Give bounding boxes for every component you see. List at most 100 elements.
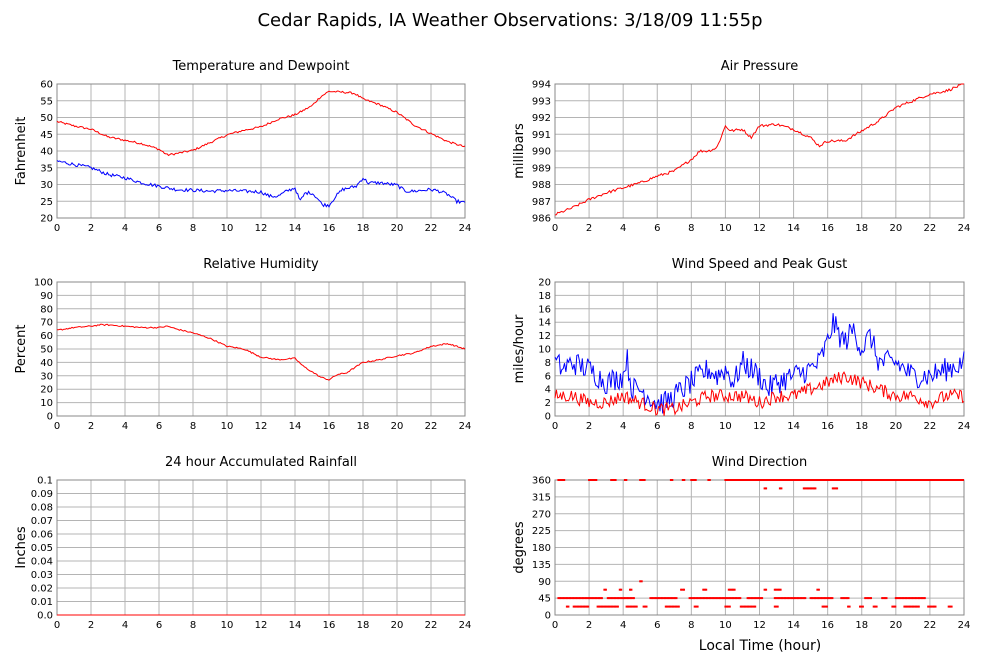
y-tick-label: 0 [47, 412, 53, 423]
direction-point [950, 479, 953, 481]
series-line-blue [56, 160, 466, 208]
plot-frame [554, 281, 965, 417]
direction-point [740, 479, 743, 481]
x-tick-label: 22 [924, 620, 937, 631]
direction-point [600, 605, 603, 608]
direction-point [650, 597, 653, 600]
direction-point [815, 479, 818, 481]
direction-point [695, 597, 698, 600]
direction-point [748, 597, 750, 600]
x-tick-label: 0 [552, 223, 558, 234]
direction-point [859, 479, 862, 481]
direction-point [726, 597, 729, 600]
y-tick-label: 30 [40, 371, 53, 382]
series-line-red [56, 90, 466, 157]
direction-point [563, 597, 566, 600]
x-tick-label: 2 [88, 620, 94, 631]
direction-point [656, 597, 659, 600]
direction-point [792, 597, 795, 600]
direction-point [592, 479, 595, 481]
direction-point [668, 597, 671, 600]
direction-point [595, 479, 598, 481]
y-tick-label: 0.1 [37, 476, 53, 487]
direction-point [923, 597, 926, 600]
x-tick-label: 22 [425, 223, 438, 234]
direction-point [739, 597, 742, 600]
direction-point [736, 597, 739, 600]
direction-point [694, 597, 697, 600]
direction-point [850, 479, 853, 481]
direction-point [874, 605, 877, 608]
direction-point [913, 605, 916, 608]
direction-point [653, 597, 656, 600]
direction-point [776, 479, 779, 481]
x-tick-label: 6 [156, 421, 162, 432]
direction-point [831, 597, 834, 600]
direction-point [911, 479, 914, 481]
chart-title: 24 hour Accumulated Rainfall [165, 455, 357, 470]
direction-point [886, 479, 889, 481]
x-tick-label: 6 [156, 223, 162, 234]
direction-point [614, 605, 616, 608]
direction-point [801, 597, 804, 600]
direction-point [812, 597, 815, 600]
direction-point [918, 597, 920, 600]
y-tick-label: 988 [532, 180, 551, 191]
y-tick-label: 10 [538, 345, 551, 356]
direction-point [892, 479, 895, 481]
direction-point [804, 597, 807, 600]
direction-point [725, 479, 728, 481]
direction-point [868, 597, 871, 600]
x-tick-label: 12 [753, 620, 766, 631]
direction-point [756, 479, 759, 481]
direction-point [861, 605, 864, 608]
direction-point [669, 597, 672, 600]
direction-point [639, 479, 642, 481]
y-axis-label: miles/hour [512, 314, 527, 383]
direction-point [567, 597, 570, 600]
direction-point [791, 597, 794, 600]
direction-point [582, 605, 585, 608]
direction-point [615, 605, 618, 608]
direction-point [757, 479, 760, 481]
direction-point [915, 479, 918, 481]
y-tick-label: 45 [40, 130, 53, 141]
chart-title: Temperature and Dewpoint [172, 59, 350, 74]
direction-point [746, 597, 749, 600]
direction-point [819, 597, 822, 600]
x-tick-label: 6 [654, 620, 660, 631]
x-tick-label: 20 [391, 620, 404, 631]
direction-point [578, 605, 581, 608]
direction-point [763, 487, 766, 490]
direction-point [730, 479, 733, 481]
y-tick-label: 12 [538, 331, 551, 342]
direction-point [694, 479, 697, 481]
direction-point [672, 605, 674, 608]
direction-point [577, 605, 580, 608]
direction-point [897, 597, 900, 600]
y-tick-label: 100 [34, 278, 53, 289]
direction-point [608, 597, 611, 600]
direction-point [931, 605, 934, 608]
chart-title: Wind Speed and Peak Gust [672, 257, 847, 272]
direction-point [908, 479, 911, 481]
x-tick-label: 14 [289, 421, 302, 432]
direction-point [900, 597, 903, 600]
direction-point [905, 597, 907, 600]
direction-point [642, 605, 645, 608]
y-tick-label: 0.01 [31, 597, 53, 608]
x-tick-label: 10 [719, 620, 732, 631]
direction-point [705, 588, 708, 591]
direction-point [869, 479, 872, 481]
y-tick-label: 35 [40, 163, 53, 174]
direction-point [723, 597, 726, 600]
y-tick-label: 70 [40, 318, 53, 329]
y-tick-label: 10 [40, 398, 53, 409]
direction-point [822, 597, 825, 600]
direction-point [598, 605, 601, 608]
direction-point [906, 479, 909, 481]
direction-point [882, 597, 885, 600]
direction-point [831, 487, 834, 490]
x-tick-label: 4 [620, 421, 626, 432]
x-tick-label: 14 [787, 421, 800, 432]
